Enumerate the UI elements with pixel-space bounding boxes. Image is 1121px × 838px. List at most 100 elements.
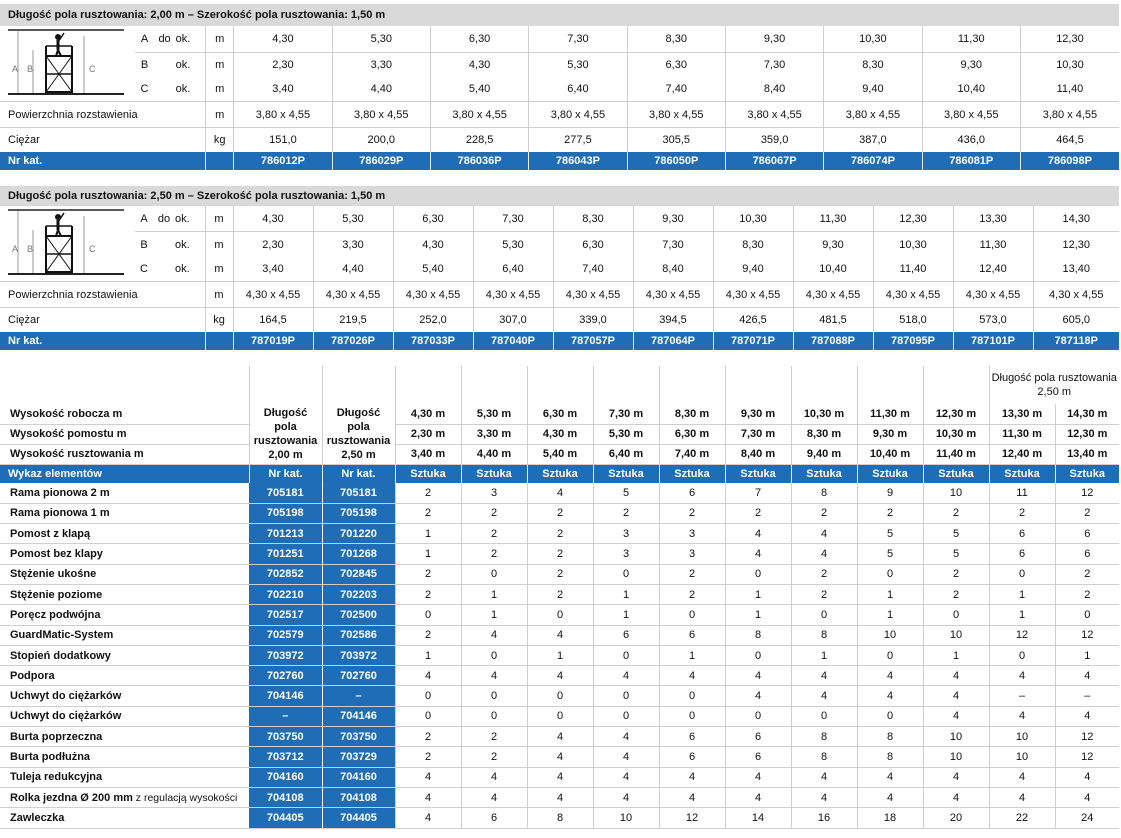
quantity: 6 bbox=[988, 523, 1055, 545]
weight-value: 605,0 bbox=[1032, 307, 1120, 332]
diagram-label-c: C bbox=[89, 64, 96, 74]
list-item: Stężenie ukośne 702852 702845 2 0 2 0 2 0 2 0 2 0 2 bbox=[0, 564, 1119, 585]
item-name: Uchwyt do ciężarków bbox=[0, 706, 249, 728]
area-value: 3,80 x 4,55 bbox=[331, 101, 431, 128]
dim-value: 5,30 bbox=[472, 231, 553, 257]
quantity: 2 bbox=[988, 503, 1055, 525]
dim-unit: m bbox=[204, 206, 233, 233]
area-value: 3,80 x 4,55 bbox=[1019, 101, 1119, 128]
quantity: 5 bbox=[856, 543, 923, 565]
quantity: 4 bbox=[592, 665, 659, 687]
catalog-number-2m: 703972 bbox=[249, 645, 322, 667]
quantity: 4 bbox=[922, 706, 989, 728]
height-value: 8,40 m bbox=[724, 444, 791, 465]
quantity: 4 bbox=[592, 746, 659, 768]
area-value: 4,30 x 4,55 bbox=[392, 281, 473, 308]
area-value: 3,80 x 4,55 bbox=[823, 101, 923, 128]
area-value: 4,30 x 4,55 bbox=[632, 281, 713, 308]
quantity: 2 bbox=[394, 584, 461, 606]
height-value: 10,30 m bbox=[922, 424, 989, 445]
item-name: Tuleja redukcyjna bbox=[0, 767, 249, 788]
quantity: 4 bbox=[724, 523, 791, 545]
dim-value: 7,40 bbox=[626, 77, 726, 102]
dim-value: 9,30 bbox=[792, 231, 873, 257]
quantity: 10 bbox=[856, 625, 923, 646]
quantity: 4 bbox=[460, 625, 527, 646]
dim-value: 13,30 bbox=[952, 206, 1033, 233]
dim-value: 3,40 bbox=[232, 256, 313, 282]
quantity: 2 bbox=[922, 564, 989, 585]
quantity: 1 bbox=[592, 604, 659, 626]
quantity: 5 bbox=[856, 523, 923, 545]
height-value: 5,40 m bbox=[526, 444, 593, 465]
height-value: 11,40 m bbox=[922, 444, 989, 465]
item-name: Podpora bbox=[0, 665, 249, 687]
area-value: 4,30 x 4,55 bbox=[952, 281, 1033, 308]
table-title: Długość pola rusztowania: 2,50 m – Szero… bbox=[0, 186, 1120, 206]
nr-kat-header: Nr kat. bbox=[321, 464, 395, 483]
quantity: 3 bbox=[592, 543, 659, 565]
diagram-label-a: A bbox=[12, 244, 18, 254]
weight-value: 481,5 bbox=[792, 307, 873, 332]
quantity: 10 bbox=[988, 726, 1055, 748]
quantity: 4 bbox=[724, 767, 791, 788]
weight-value: 359,0 bbox=[724, 127, 824, 152]
quantity: 6 bbox=[1054, 523, 1119, 545]
height-value: 10,30 m bbox=[790, 404, 857, 425]
quantity: 8 bbox=[790, 726, 857, 748]
quantity: 12 bbox=[988, 625, 1055, 646]
quantity: 2 bbox=[526, 523, 593, 545]
weight-value: 464,5 bbox=[1019, 127, 1119, 152]
dim-value: 9,40 bbox=[823, 77, 923, 102]
quantity: 4 bbox=[1054, 706, 1119, 728]
dim-unit: m bbox=[204, 231, 233, 257]
weight-value: 228,5 bbox=[429, 127, 529, 152]
item-name-text: Burta podłużna bbox=[10, 751, 91, 763]
catalog-number-2-5m: 704146 bbox=[321, 706, 395, 728]
quantity: 8 bbox=[856, 726, 923, 748]
item-name-text: Pomost bez klapy bbox=[10, 548, 103, 561]
height-value: 13,30 m bbox=[988, 404, 1055, 425]
area-value: 3,80 x 4,55 bbox=[528, 101, 628, 128]
dim-value: 8,30 bbox=[823, 52, 923, 77]
dim-value: 5,30 bbox=[312, 206, 393, 233]
quantity: 2 bbox=[592, 503, 659, 525]
weight-value: 436,0 bbox=[921, 127, 1021, 152]
dim-value: 9,30 bbox=[921, 52, 1021, 77]
height-value: 11,30 m bbox=[988, 424, 1055, 445]
quantity: 4 bbox=[856, 787, 923, 809]
catalog-number-2-5m: 702760 bbox=[321, 665, 395, 687]
catalog-number: 787040P bbox=[472, 331, 553, 350]
area-value: 4,30 x 4,55 bbox=[472, 281, 553, 308]
dim-mid bbox=[154, 53, 176, 77]
quantity: 0 bbox=[592, 706, 659, 728]
spec-table-2m: Długość pola rusztowania: 2,00 m – Szero… bbox=[0, 4, 1119, 170]
catalog-number: 787064P bbox=[632, 331, 713, 350]
nr-kat-header: Nr kat. bbox=[248, 464, 322, 483]
dim-value: 12,30 bbox=[1032, 231, 1120, 257]
quantity: 0 bbox=[790, 706, 857, 728]
quantity: 0 bbox=[988, 645, 1055, 667]
catalog-number-2m: 701251 bbox=[249, 543, 322, 565]
unit-header: Sztuka bbox=[856, 464, 923, 483]
quantity: 4 bbox=[790, 523, 857, 545]
quantity: 0 bbox=[592, 645, 659, 667]
quantity: 5 bbox=[592, 483, 659, 504]
item-name: Zawleczka bbox=[0, 807, 249, 829]
dim-value: 4,30 bbox=[233, 26, 333, 54]
unit-header: Sztuka bbox=[460, 464, 527, 483]
quantity: 12 bbox=[658, 807, 725, 829]
quantity: 0 bbox=[526, 604, 593, 626]
dim-value: 8,30 bbox=[626, 26, 726, 54]
quantity: 2 bbox=[856, 503, 923, 525]
height-value: 9,30 m bbox=[724, 404, 791, 425]
dim-label: C bbox=[135, 77, 154, 102]
weight-unit: kg bbox=[204, 307, 233, 332]
quantity: 4 bbox=[724, 685, 791, 707]
height-value: 8,30 m bbox=[790, 424, 857, 445]
quantity: 4 bbox=[790, 767, 857, 788]
item-name-text: Rolka jezdna Ø 200 mm bbox=[10, 791, 133, 804]
quantity: 4 bbox=[658, 665, 725, 687]
item-name-suffix: z regulacją wysokości bbox=[132, 791, 238, 804]
